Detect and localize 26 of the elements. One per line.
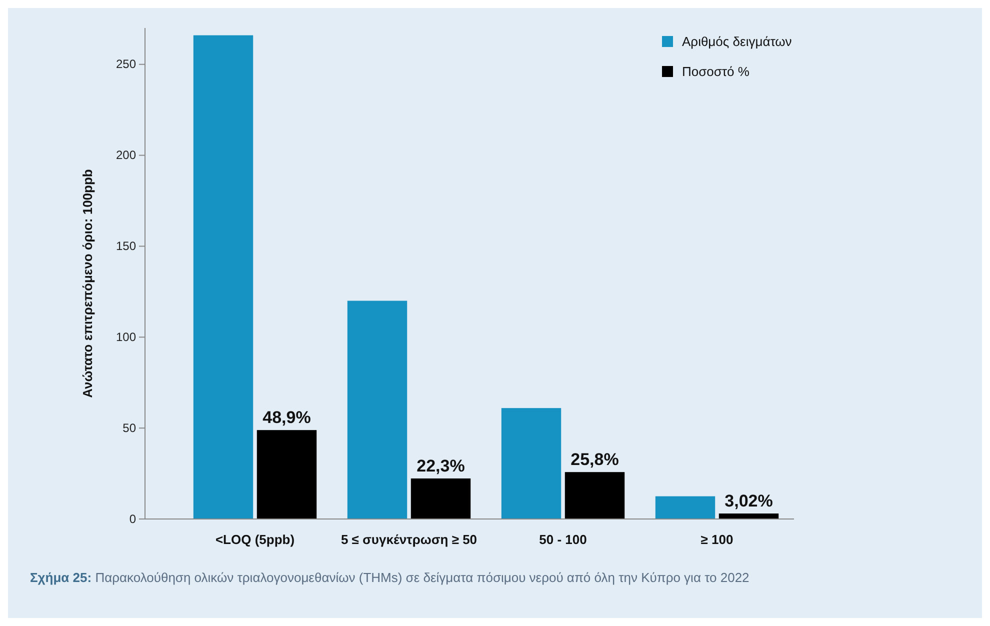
legend-label: Αριθμός δειγμάτων (682, 34, 792, 49)
x-tick-label: ≥ 100 (700, 532, 734, 547)
data-label: 25,8% (570, 450, 619, 470)
bar (564, 472, 625, 519)
bar (193, 35, 254, 519)
bar (718, 514, 779, 519)
bar (655, 496, 716, 519)
bar (347, 300, 408, 519)
x-tick-label: <LOQ (5ppb) (215, 532, 295, 547)
bar (501, 408, 562, 519)
bar (410, 478, 471, 519)
y-tick-label: 200 (116, 148, 136, 162)
text: Σχήμα 25: Παρακολούθηση ολικών τριαλογονομεθανίων (THMs) σε δείγματα πόσιμου νερού από όλη την Κύπρο για το 2022 (30, 570, 750, 585)
y-tick-label: 50 (122, 420, 136, 435)
data-label: 22,3% (416, 456, 465, 476)
bar (256, 430, 317, 519)
legend-label: Ποσοστό % (682, 64, 750, 79)
y-axis-title: Ανώτατο επιτρεπόμενο όριο: 100ppb (80, 169, 95, 398)
y-tick-label: 250 (116, 57, 136, 72)
data-label: 3,02% (724, 492, 773, 511)
x-tick-label: 5 ≤ συγκέντρωση ≥ 50 (340, 532, 478, 547)
y-tick-label: 0 (129, 512, 136, 526)
y-tick-label: 100 (116, 330, 136, 344)
x-tick-label: 50 - 100 (539, 532, 587, 547)
data-label: 48,9% (262, 408, 311, 428)
y-tick-label: 150 (116, 239, 136, 254)
